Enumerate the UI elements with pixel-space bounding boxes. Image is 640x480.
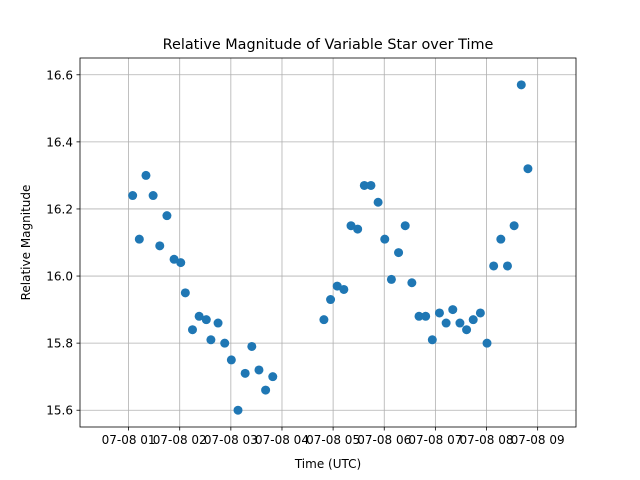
x-tick-label: 07-08 08 <box>460 433 514 447</box>
data-point <box>509 221 519 231</box>
y-tick-label: 16.2 <box>46 202 73 216</box>
data-point <box>462 325 472 335</box>
x-tick-label: 07-08 07 <box>408 433 462 447</box>
data-point <box>134 234 144 244</box>
data-point <box>194 311 204 321</box>
data-point <box>441 318 451 328</box>
data-point <box>386 274 396 284</box>
y-tick-label: 16.4 <box>46 135 73 149</box>
y-tick-label: 15.8 <box>46 337 73 351</box>
data-point <box>187 325 197 335</box>
data-point <box>523 164 533 174</box>
x-tick-label: 07-08 05 <box>306 433 360 447</box>
data-point <box>516 80 526 90</box>
data-point <box>141 170 151 180</box>
y-axis-label: Relative Magnitude <box>19 185 33 301</box>
data-point <box>353 224 363 234</box>
x-tick-label: 07-08 01 <box>102 433 156 447</box>
data-point <box>373 197 383 207</box>
data-point <box>380 234 390 244</box>
data-point <box>400 221 410 231</box>
y-tick-label: 16.0 <box>46 270 73 284</box>
x-tick-label: 07-08 02 <box>153 433 207 447</box>
x-tick-label: 07-08 04 <box>255 433 309 447</box>
data-point <box>475 308 485 318</box>
data-point <box>421 311 431 321</box>
y-tick-label: 15.6 <box>46 404 73 418</box>
data-point <box>155 241 165 251</box>
data-point <box>128 191 138 201</box>
data-point <box>414 311 424 321</box>
data-point <box>268 372 278 382</box>
data-point <box>366 180 376 190</box>
data-point <box>162 211 172 221</box>
data-point <box>319 315 329 325</box>
data-point <box>220 338 230 348</box>
data-point <box>468 315 478 325</box>
data-point <box>407 278 417 288</box>
y-tick-label: 16.6 <box>46 68 73 82</box>
data-point <box>359 180 369 190</box>
data-point <box>455 318 465 328</box>
data-point <box>448 305 458 315</box>
x-axis-label: Time (UTC) <box>294 457 361 471</box>
data-point <box>213 318 223 328</box>
data-point <box>226 355 236 365</box>
data-point <box>346 221 356 231</box>
data-point <box>394 248 404 258</box>
plot-frame <box>79 57 577 428</box>
data-points <box>128 80 533 415</box>
data-point <box>233 405 243 415</box>
data-point <box>332 281 342 291</box>
data-point <box>427 335 437 345</box>
x-tick-label: 07-08 06 <box>357 433 411 447</box>
data-point <box>261 385 271 395</box>
data-point <box>489 261 499 271</box>
data-point <box>326 295 336 305</box>
data-point <box>201 315 211 325</box>
data-point <box>247 341 257 351</box>
data-point <box>148 191 158 201</box>
data-point <box>206 335 216 345</box>
data-point <box>176 258 186 268</box>
chart-title: Relative Magnitude of Variable Star over… <box>163 37 494 53</box>
data-point <box>180 288 190 298</box>
data-point <box>502 261 512 271</box>
data-point <box>482 338 492 348</box>
data-point <box>434 308 444 318</box>
x-tick-label: 07-08 03 <box>204 433 258 447</box>
data-point <box>254 365 264 375</box>
x-tick-label: 07-08 09 <box>511 433 565 447</box>
data-point <box>496 234 506 244</box>
data-point <box>240 368 250 378</box>
data-point <box>169 254 179 264</box>
data-point <box>339 284 349 294</box>
